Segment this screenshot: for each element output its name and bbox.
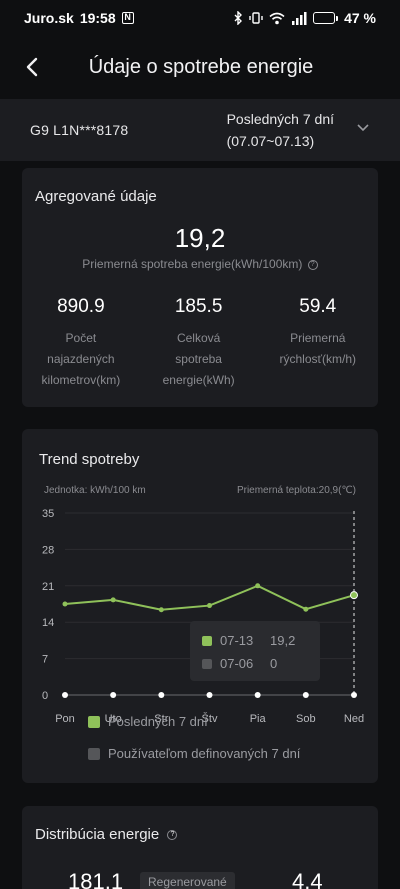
card-title: Distribúcia energie ? xyxy=(35,826,178,843)
bluetooth-icon xyxy=(234,11,243,25)
stat-label: Počet najazdených kilometrov(km) xyxy=(41,331,121,387)
chevron-down-icon[interactable] xyxy=(356,123,370,133)
help-icon[interactable]: ? xyxy=(307,259,318,270)
legend-swatch xyxy=(88,715,100,728)
energy-distribution-card: Distribúcia energie ? 181,1 Regenerované… xyxy=(22,806,378,889)
y-tick-label: 7 xyxy=(42,654,48,666)
series-user-defined-point xyxy=(158,692,165,698)
series-user-defined-point xyxy=(351,692,357,698)
y-tick-label: 35 xyxy=(42,508,54,520)
y-tick-label: 21 xyxy=(42,581,54,593)
stats-row: 890.9 Počet najazdených kilometrov(km) 1… xyxy=(22,296,378,391)
consumption-trend-card: Trend spotreby Jednotka: kWh/100 km Prie… xyxy=(22,429,378,783)
series-user-defined-point xyxy=(302,692,309,698)
signal-icon xyxy=(292,11,307,25)
series-user-defined-point xyxy=(206,692,213,698)
x-tick-label: Pon xyxy=(55,713,75,725)
legend-swatch xyxy=(88,747,100,760)
chart-tooltip: 07-13 19,2 07-06 0 xyxy=(190,621,320,681)
unit-label: Jednotka: kWh/100 km xyxy=(44,485,146,496)
card-title: Agregované údaje xyxy=(35,188,157,205)
series-last-7-days-point xyxy=(255,583,261,589)
stat-value: 59.4 xyxy=(299,296,337,317)
battery-percent: 47 % xyxy=(344,10,376,26)
status-bar: Juro.sk 19:58 N 47 % xyxy=(0,0,400,36)
x-tick-label: Sob xyxy=(296,713,316,725)
nfc-icon: N xyxy=(121,12,134,24)
period-selector[interactable]: Posledných 7 dní (07.07~07.13) xyxy=(227,108,334,152)
regenerated-badge[interactable]: Regenerované xyxy=(140,872,235,889)
stat-label: Celková spotreba energie(kWh) xyxy=(162,331,235,387)
series-last-7-days-point xyxy=(350,591,358,600)
stat-value: 890.9 xyxy=(57,296,105,317)
avg-consumption-label-text: Priemerná spotreba energie(kWh/100km) xyxy=(82,257,303,271)
series-last-7-days-point xyxy=(158,607,164,613)
series-last-7-days-point xyxy=(110,597,116,603)
stat-distance: 890.9 Počet najazdených kilometrov(km) xyxy=(22,296,140,391)
legend-label: Posledných 7 dní xyxy=(108,714,208,729)
wifi-icon xyxy=(269,12,285,24)
filter-bar: G9 L1N***8178 Posledných 7 dní (07.07~07… xyxy=(0,99,400,161)
series-last-7-days-point xyxy=(303,606,309,612)
avg-consumption-label: Priemerná spotreba energie(kWh/100km) ? xyxy=(22,257,378,271)
legend-item-user-defined[interactable]: Používateľom definovaných 7 dní xyxy=(88,746,300,761)
tooltip-date: 07-13 xyxy=(220,633,254,648)
tooltip-value: 0 xyxy=(270,656,278,671)
page-header: Údaje o spotrebe energie xyxy=(0,40,400,94)
series-last-7-days-point xyxy=(207,603,212,609)
period-dates: (07.07~07.13) xyxy=(226,133,315,149)
card-title: Trend spotreby xyxy=(39,451,140,468)
distribution-value: 181,1 xyxy=(68,869,124,889)
x-tick-label: Str xyxy=(154,713,168,725)
series-last-7-days-point xyxy=(62,601,68,607)
period-range-label: Posledných 7 dní xyxy=(226,111,334,127)
x-tick-label: Štv xyxy=(202,712,218,725)
y-tick-label: 28 xyxy=(42,544,54,556)
legend-label: Používateľom definovaných 7 dní xyxy=(108,746,301,761)
page-title: Údaje o spotrebe energie xyxy=(88,55,314,78)
series-user-defined-point xyxy=(110,692,117,698)
trend-line-chart[interactable]: 0 7 14 21 28 35 Pon Uto Str Štv Pia Sob Ned xyxy=(22,429,378,729)
y-tick-label: 14 xyxy=(42,617,54,629)
x-tick-label: Pia xyxy=(250,713,267,725)
tooltip-date: 07-06 xyxy=(220,656,254,671)
legend-item-last-7-days[interactable]: Posledných 7 dní xyxy=(88,714,208,729)
tooltip-row: 07-06 0 xyxy=(202,656,277,671)
stat-avg-speed: 59.4 Priemerná rýchlosť(km/h) xyxy=(258,296,379,391)
stat-label: Priemerná rýchlosť(km/h) xyxy=(279,331,357,366)
x-tick-label: Ned xyxy=(344,713,364,725)
series-user-defined-point xyxy=(62,692,68,698)
avg-temperature-label: Priemerná teplota:20,9(℃) xyxy=(236,485,356,496)
avg-consumption-value: 19,2 xyxy=(174,223,226,253)
series-user-defined-point xyxy=(254,692,261,698)
vehicle-selector[interactable]: G9 L1N***8178 xyxy=(30,122,129,138)
card-title-text: Distribúcia energie xyxy=(35,826,160,843)
clock: 19:58 xyxy=(79,10,116,26)
stat-total-energy: 185.5 Celková spotreba energie(kWh) xyxy=(140,296,258,391)
help-icon[interactable]: ? xyxy=(167,830,178,841)
vibrate-icon xyxy=(249,12,263,24)
back-arrow-icon[interactable] xyxy=(22,53,46,81)
battery-icon xyxy=(313,12,339,24)
stat-value: 185.5 xyxy=(174,296,223,317)
tooltip-value: 19,2 xyxy=(270,633,296,648)
tooltip-swatch xyxy=(202,635,212,646)
y-tick-label: 0 xyxy=(42,690,48,702)
carrier-label: Juro.sk xyxy=(24,10,74,26)
x-tick-label: Uto xyxy=(105,713,122,725)
regenerated-value: 4,4 xyxy=(292,869,323,889)
tooltip-row: 07-13 19,2 xyxy=(202,633,295,648)
tooltip-swatch xyxy=(202,658,212,669)
aggregated-data-card: Agregované údaje 19,2 Priemerná spotreba… xyxy=(22,168,378,407)
